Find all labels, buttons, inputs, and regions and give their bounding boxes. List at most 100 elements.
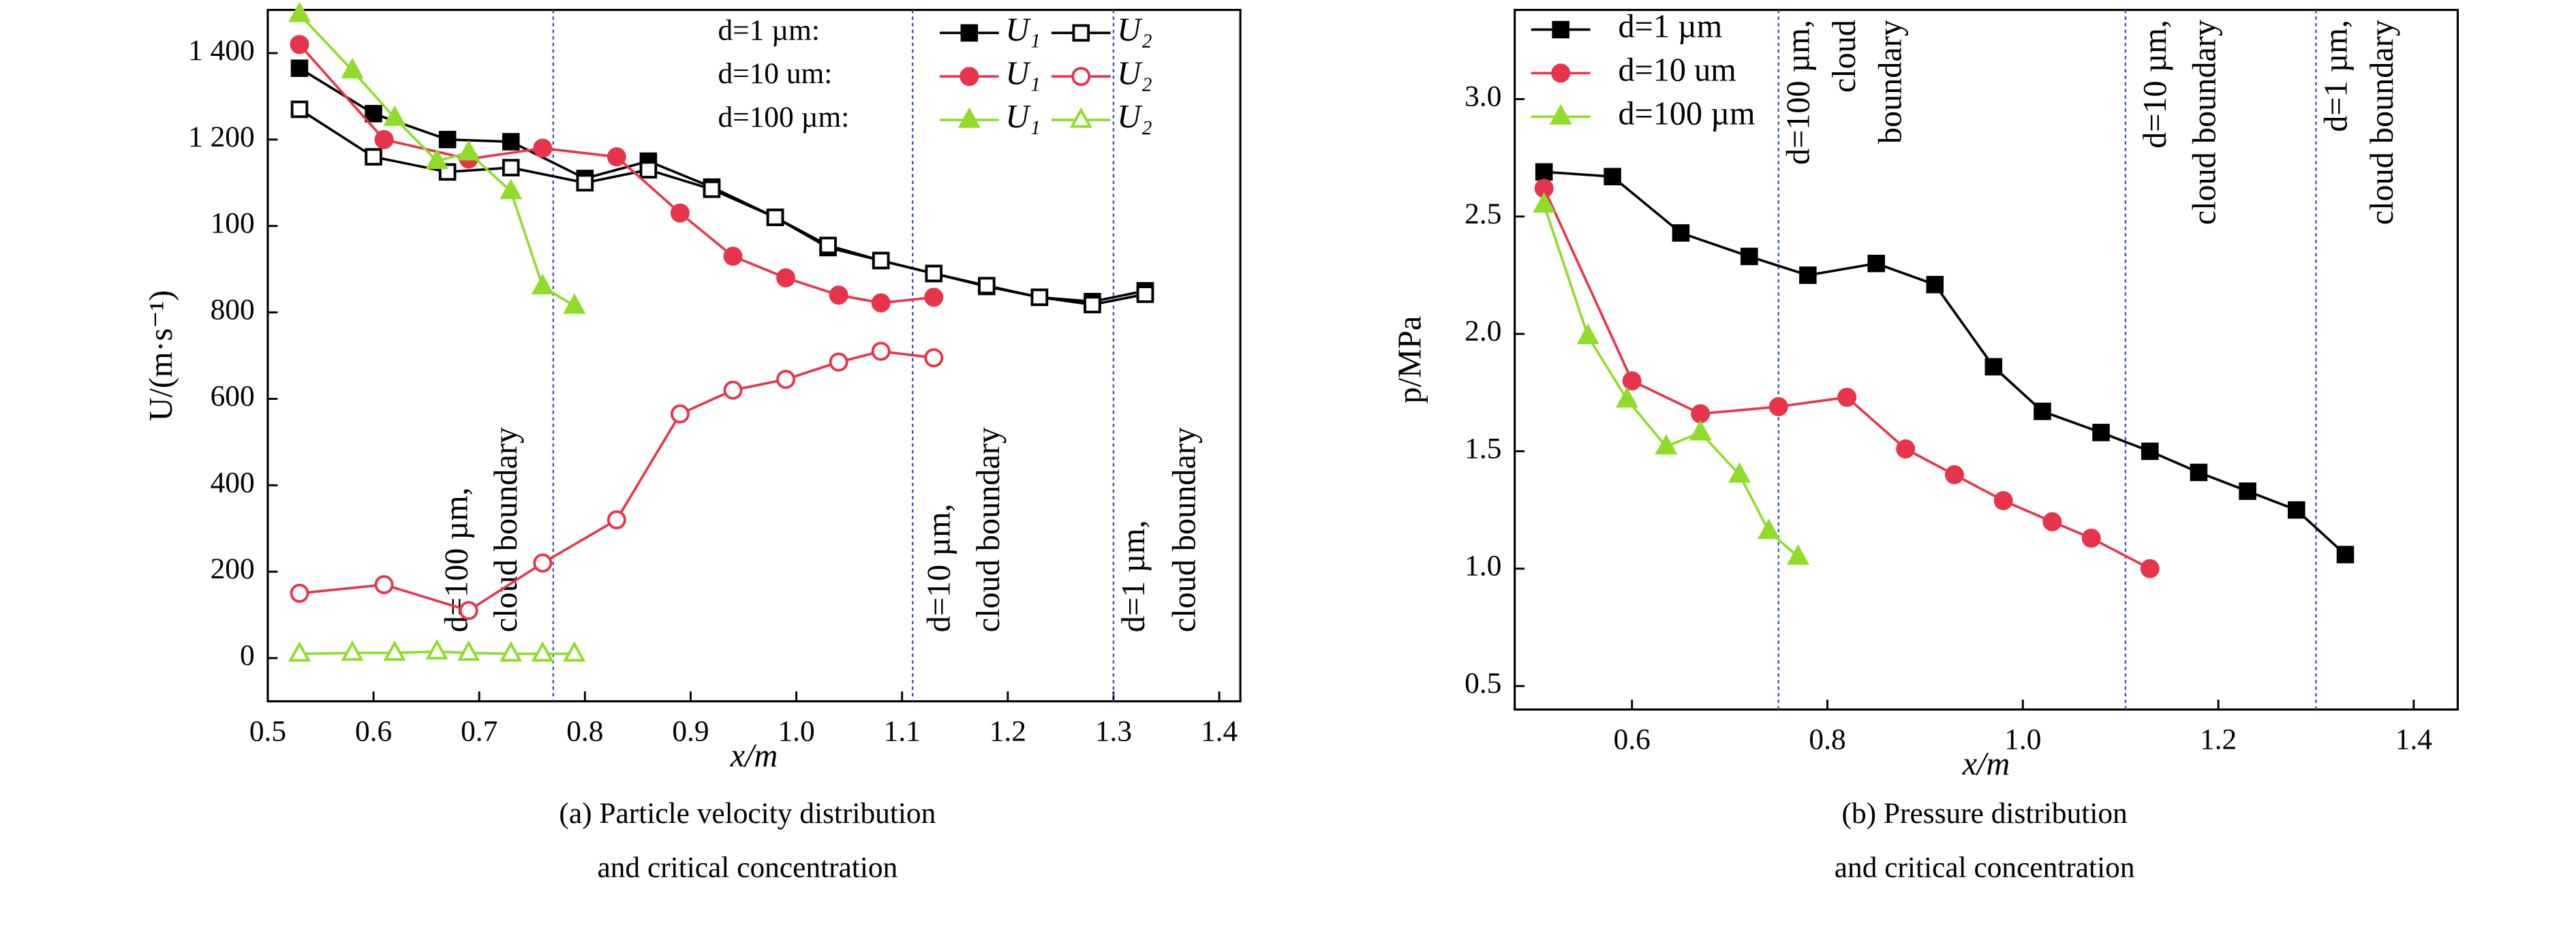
- x-tick-label: 0.6: [1614, 723, 1651, 756]
- marker: [563, 293, 586, 314]
- marker: [533, 138, 553, 158]
- marker: [383, 105, 406, 126]
- caption: and critical concentration: [597, 852, 898, 884]
- marker: [1728, 462, 1751, 483]
- legend-marker: [960, 24, 979, 42]
- caption: (a) Particle velocity distribution: [559, 797, 936, 830]
- marker: [1689, 420, 1712, 441]
- y-tick-label: 0: [240, 639, 255, 672]
- marker: [1030, 288, 1049, 307]
- y-tick-label: 400: [211, 466, 255, 499]
- marker: [425, 149, 448, 170]
- y-tick-label: 1.0: [1465, 550, 1501, 582]
- marker: [1616, 387, 1639, 408]
- marker: [2141, 442, 2159, 461]
- boundary-label: d=1 µm,: [2318, 20, 2354, 132]
- marker: [1799, 266, 1817, 284]
- marker: [703, 181, 721, 198]
- marker: [2336, 546, 2355, 563]
- x-tick-label: 1.2: [990, 715, 1026, 748]
- x-tick-label: 0.9: [672, 715, 709, 748]
- marker: [502, 133, 520, 151]
- marker: [374, 129, 394, 149]
- marker: [2288, 501, 2305, 519]
- legend-marker: [960, 67, 979, 87]
- series-line: [298, 108, 1146, 307]
- legend-marker: [1551, 63, 1571, 83]
- y-tick-label: 2.5: [1465, 198, 1501, 230]
- marker: [2034, 403, 2051, 420]
- x-tick-label: 1.3: [1095, 715, 1132, 748]
- series-line: [298, 44, 934, 305]
- x-tick-label: 0.8: [566, 715, 603, 748]
- marker: [1622, 371, 1642, 391]
- marker: [1896, 439, 1916, 458]
- marker: [288, 641, 311, 662]
- marker: [383, 640, 406, 661]
- marker: [288, 1, 311, 22]
- marker: [829, 285, 848, 305]
- boundary-label: cloud boundary: [2364, 20, 2400, 225]
- x-tick-label: 1.0: [778, 715, 814, 748]
- marker: [1655, 434, 1678, 455]
- marker: [670, 203, 690, 223]
- boundary-label: cloud boundary: [2186, 20, 2222, 225]
- legend-group: d=10 um:: [718, 57, 832, 90]
- marker: [1768, 396, 1788, 416]
- x-axis-label: x/m: [730, 738, 778, 774]
- marker: [365, 105, 382, 123]
- y-tick-label: 800: [211, 294, 255, 326]
- legend-label: d=100 µm: [1619, 95, 1755, 131]
- legend-marker: [1069, 107, 1092, 128]
- marker: [1867, 254, 1886, 272]
- boundary-label: d=10 µm,: [921, 503, 957, 632]
- marker: [2140, 559, 2160, 578]
- marker: [607, 147, 626, 167]
- marker: [871, 341, 891, 361]
- y-tick-label: 100: [211, 207, 255, 240]
- legend-label: U₂: [1117, 55, 1152, 91]
- marker: [2081, 528, 2101, 548]
- marker: [1691, 404, 1711, 424]
- marker: [1136, 285, 1154, 303]
- plot-frame: [1514, 8, 2459, 711]
- y-axis-label: p/MPa: [1392, 316, 1428, 404]
- series-line: [299, 349, 934, 612]
- marker: [290, 35, 309, 54]
- marker: [563, 641, 586, 662]
- marker: [829, 352, 848, 372]
- y-tick-label: 200: [211, 552, 255, 585]
- marker: [500, 641, 523, 662]
- marker: [2239, 482, 2256, 500]
- marker: [2092, 424, 2110, 441]
- marker: [723, 380, 743, 400]
- marker: [438, 131, 457, 149]
- y-tick-label: 1.5: [1465, 432, 1501, 465]
- marker: [365, 148, 382, 166]
- marker: [766, 208, 784, 226]
- marker: [819, 236, 837, 255]
- boundary-label: cloud boundary: [488, 427, 524, 632]
- caption: (b) Pressure distribution: [1842, 797, 2128, 830]
- legend-marker: [957, 107, 981, 128]
- x-tick-label: 1.0: [2004, 723, 2041, 756]
- y-tick-label: 2.0: [1465, 315, 1501, 347]
- x-tick-label: 0.6: [355, 715, 392, 748]
- y-tick-label: 1 200: [188, 121, 255, 153]
- marker: [531, 274, 554, 295]
- marker: [1741, 247, 1758, 266]
- boundary-label: boundary: [1873, 20, 1909, 144]
- marker: [924, 287, 944, 307]
- marker: [1993, 490, 2013, 510]
- marker: [290, 100, 309, 119]
- y-tick-label: 600: [211, 379, 255, 412]
- x-tick-label: 1.2: [2200, 723, 2237, 756]
- marker: [341, 57, 364, 78]
- marker: [1984, 358, 2003, 376]
- marker: [723, 247, 743, 266]
- x-tick-label: 1.1: [884, 715, 921, 748]
- marker: [531, 641, 554, 662]
- y-axis-label: U/(m·s⁻¹): [143, 290, 179, 422]
- marker: [457, 140, 480, 161]
